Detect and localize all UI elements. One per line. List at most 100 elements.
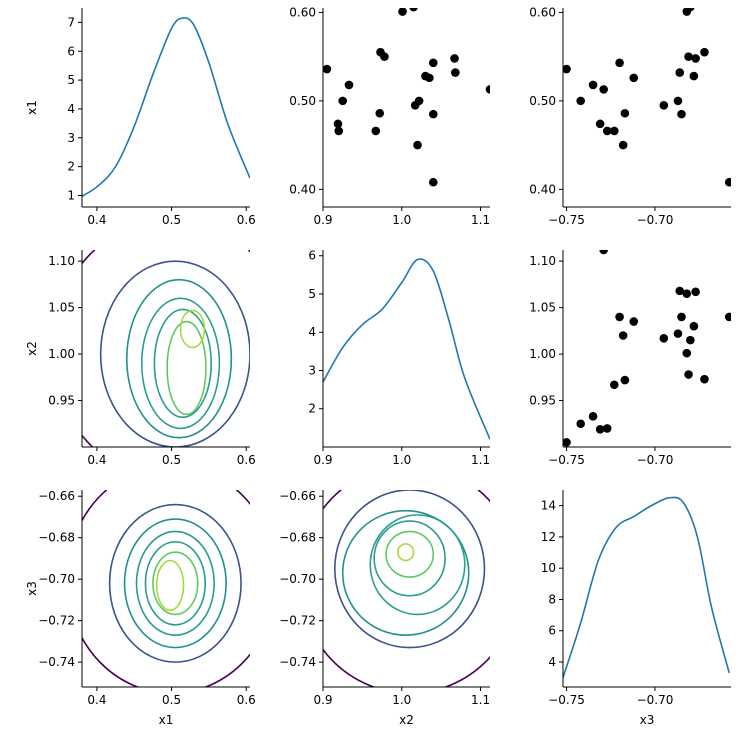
panel-2-0: 0.4 0.5 0.6 −0.74 −0.72 −0.70 −0.68 −0.66 x3 x1 [25,489,256,727]
scatter-point [609,380,619,390]
x-tick-label: 1.0 [392,453,411,467]
contour-line [152,551,199,616]
contour-line [369,514,466,616]
x-tick-label: 0.6 [237,693,256,707]
scatter-point [425,73,434,83]
x-tick-label: 0.6 [237,453,256,467]
plot-area [323,8,490,217]
scatter-point [673,329,683,338]
y-tick-label: 5 [67,73,75,87]
panel-1-1: 0.9 1.0 1.1 2 3 4 5 6 [308,249,490,467]
scatter-point [700,47,709,57]
y-tick-label: 3 [67,131,75,145]
x-tick-label: 0.9 [313,213,332,227]
kde-line-x1 [82,17,250,198]
scatter-point [684,52,693,61]
contour-line [123,518,227,649]
scatter-point [413,140,422,150]
scatter-point [409,8,418,12]
scatter-point [686,335,695,345]
y-tick-label: −0.74 [279,655,316,669]
y-tick-label: 0.95 [529,394,556,408]
plot-area [563,496,731,678]
y-tick-label: 0.50 [289,94,316,108]
panel-1-0: 0.4 0.5 0.6 0.95 1.00 1.05 1.10 x2 [25,250,256,467]
y-tick-label: 6 [308,249,316,263]
scatter-point [620,375,630,385]
y-tick-label: 1.00 [48,347,75,361]
y-tick-label: 1 [67,188,75,202]
plot-area [82,490,250,687]
contour-line [155,559,185,612]
y-tick-label: 2 [308,402,316,416]
plot-area [563,8,731,187]
y-tick-label: 0.95 [48,394,75,408]
scatter-point [414,96,424,106]
x-tick-label: −0.70 [637,453,674,467]
plot-area [323,258,490,440]
scatter-point [689,71,699,81]
x-tick-label: 1.1 [471,453,490,467]
panel-0-0: 0.4 0.5 0.6 1 2 3 4 5 6 7 x1 [25,8,256,227]
y-axis-label: x3 [25,581,39,596]
kde-line-x2 [323,258,490,440]
y-tick-label: 0.40 [289,182,316,196]
scatter-point [629,317,639,326]
x-tick-label: −0.70 [637,213,674,227]
scatter-point [724,312,731,322]
scatter-point [724,177,731,187]
scatter-point [576,419,585,429]
x-tick-label: 0.5 [162,213,181,227]
scatter-point [682,289,692,298]
y-tick-label: 0.60 [529,5,556,19]
scatter-point [618,331,628,340]
scatter-point [449,208,458,217]
contour-line [82,250,250,447]
x-tick-label: −0.70 [637,693,674,707]
scatter-point [615,58,624,68]
contour-line [82,490,250,687]
scatter-point [659,333,669,343]
contour-line [126,278,233,439]
contour-line [135,530,215,636]
scatter-point [344,80,354,90]
kde-line-x3 [563,496,731,678]
x-tick-label: 0.4 [87,213,106,227]
y-tick-label: 4 [308,325,316,339]
y-tick-label: 10 [541,561,556,575]
y-tick-label: 6 [67,44,75,58]
y-tick-label: −0.70 [38,572,75,586]
plot-area [82,17,250,198]
scatter-point [686,8,695,12]
y-tick-label: −0.74 [38,655,75,669]
scatter-point [428,109,438,119]
y-tick-label: 3 [308,363,316,377]
y-tick-label: −0.66 [279,489,316,503]
y-tick-label: 0.50 [529,94,556,108]
x-tick-label: −0.75 [548,453,585,467]
plot-area [323,490,490,687]
scatter-point [576,96,585,106]
x-tick-label: 0.9 [313,453,332,467]
contour-line [397,543,415,562]
contour-line [144,541,206,626]
contour-line [341,509,470,636]
x-tick-label: −0.75 [548,693,585,707]
y-tick-label: 2 [67,160,75,174]
contour-line [140,297,221,430]
scatter-point [450,54,459,63]
scatter-point [380,52,389,61]
scatter-point [563,64,571,74]
x-tick-label: 0.9 [313,693,332,707]
y-tick-label: 7 [67,15,75,29]
panel-2-1: 0.9 1.0 1.1 −0.74 −0.72 −0.70 −0.68 −0.66 x2 [279,489,490,727]
x-tick-label: 0.5 [162,693,181,707]
y-tick-label: 1.05 [48,301,75,315]
scatter-point [684,370,693,379]
contour-line [153,308,212,419]
panel-0-2: −0.75 −0.70 0.40 0.50 0.60 [529,5,731,227]
y-tick-label: 1.10 [529,254,556,268]
y-tick-label: 4 [67,102,75,116]
scatter-point [689,321,699,331]
scatter-point [485,85,490,94]
